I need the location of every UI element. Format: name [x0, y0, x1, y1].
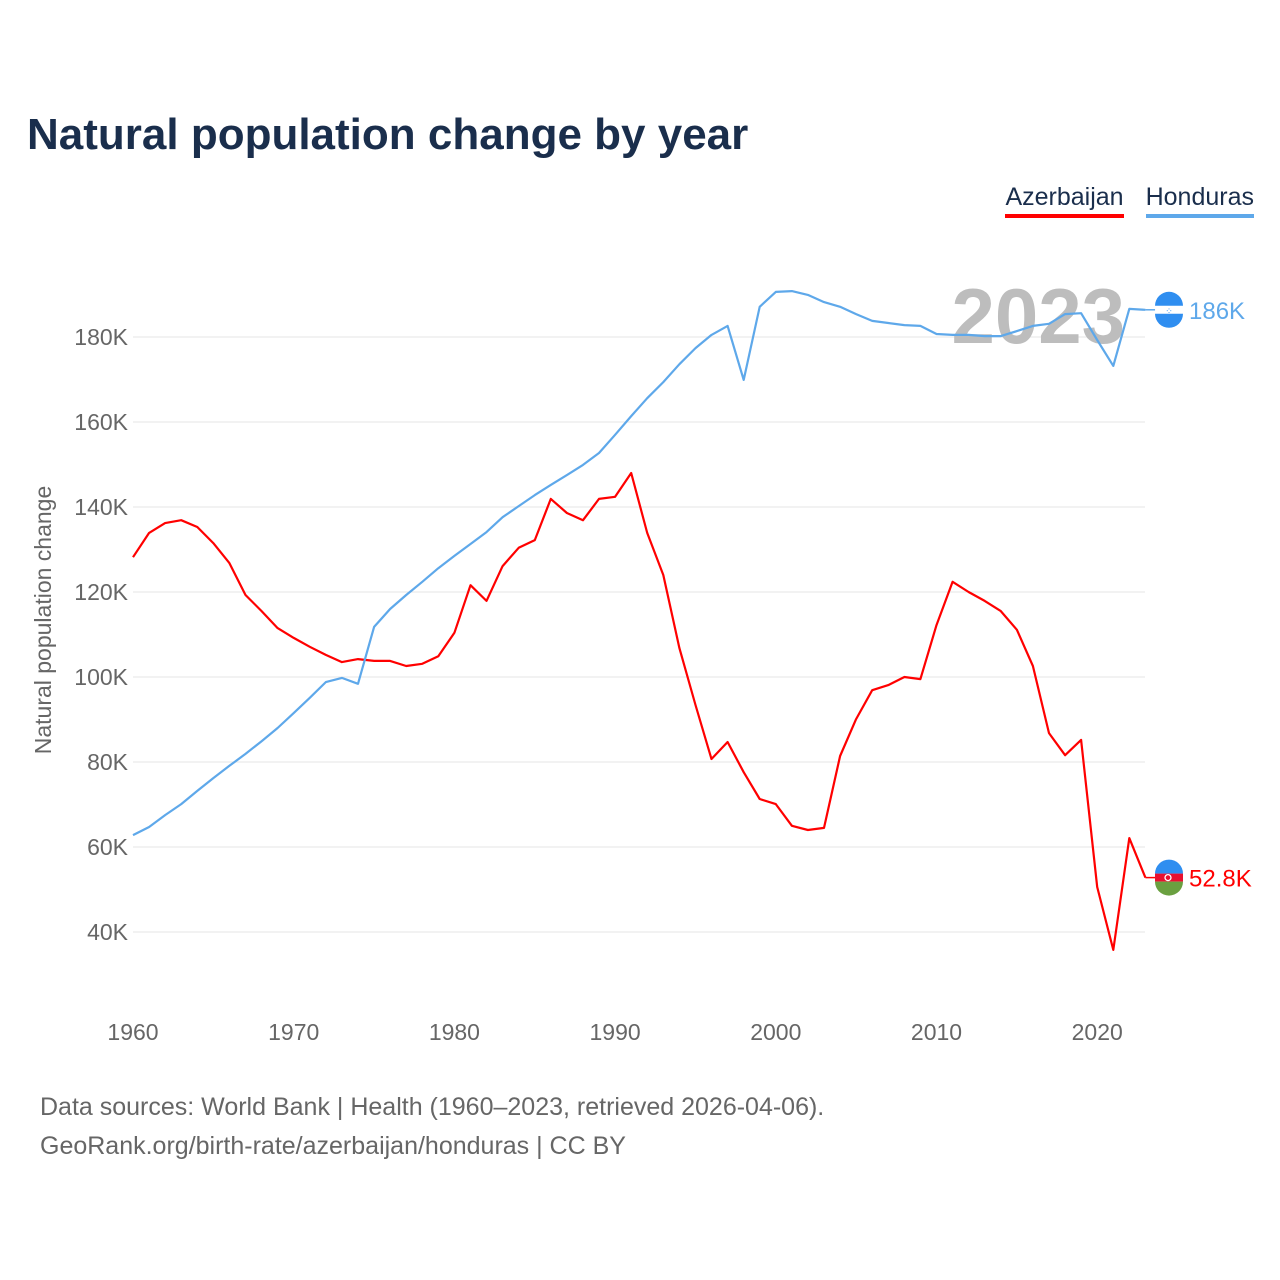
flag-stripe: [1155, 313, 1183, 328]
end-value-label: 52.8K: [1189, 866, 1252, 893]
x-tick-label: 2000: [750, 1019, 801, 1045]
y-axis-label: Natural population change: [30, 486, 56, 755]
x-tick-label: 1990: [590, 1019, 641, 1045]
y-tick-label: 140K: [74, 494, 128, 520]
x-tick-label: 1970: [268, 1019, 319, 1045]
y-tick-label: 80K: [87, 749, 129, 775]
end-value-label: 186K: [1189, 298, 1245, 325]
azerbaijan-flag-icon: [1155, 859, 1183, 874]
year-label: 2023: [951, 272, 1125, 360]
x-tick-label: 2020: [1072, 1019, 1123, 1045]
legend-honduras[interactable]: Honduras: [1145, 183, 1254, 218]
legend: Azerbaijan Honduras: [1005, 183, 1254, 218]
y-tick-label: 60K: [87, 834, 129, 860]
y-tick-label: 160K: [74, 409, 128, 435]
chart-title: Natural population change by year: [27, 110, 749, 159]
y-tick-label: 100K: [74, 664, 128, 690]
flag-stripe: [1155, 881, 1183, 896]
flag-stripe: [1155, 291, 1183, 306]
flag-stripe: [1155, 873, 1183, 882]
flag-stars: ⁘: [1165, 306, 1173, 316]
source-text: Data sources: World Bank | Health (1960–…: [40, 1093, 825, 1121]
x-tick-label: 1960: [107, 1019, 158, 1045]
legend-azerbaijan[interactable]: Azerbaijan: [1005, 183, 1124, 218]
x-tick-label: 1980: [429, 1019, 480, 1045]
y-tick-label: 180K: [74, 324, 128, 350]
series-line-honduras: [132, 290, 1146, 837]
x-tick-label: 2010: [911, 1019, 962, 1045]
series-line-azerbaijan: [132, 471, 1147, 952]
y-tick-label: 120K: [74, 579, 128, 605]
footer: Data sources: World Bank | Health (1960–…: [40, 1088, 824, 1166]
y-tick-label: 40K: [87, 919, 129, 945]
credit-text: GeoRank.org/birth-rate/azerbaijan/hondur…: [40, 1132, 626, 1160]
flag-crescent: [1164, 873, 1172, 882]
